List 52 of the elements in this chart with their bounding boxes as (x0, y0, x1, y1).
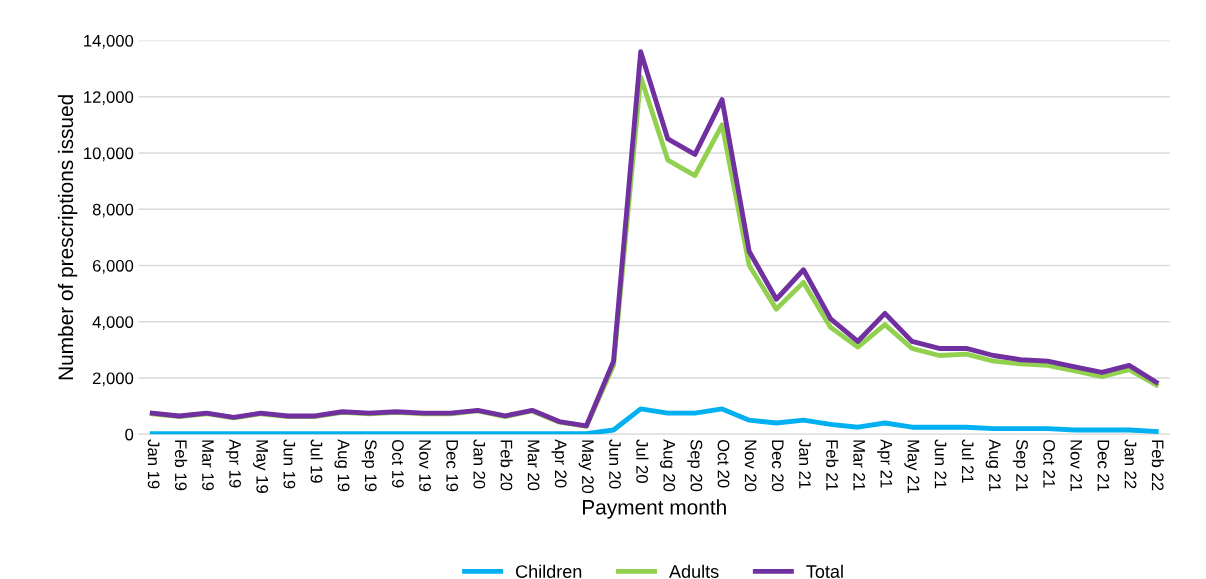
y-tick-label: 14,000 (84, 34, 134, 49)
y-tick-label: 6,000 (92, 259, 134, 274)
x-tick-label: Nov 21 (1070, 440, 1083, 492)
x-tick-label: Sep 20 (687, 439, 703, 492)
x-tick-label: Jul 20 (636, 439, 649, 483)
x-tick-label: Dec 19 (446, 440, 459, 492)
y-tick-label: 0 (125, 428, 134, 441)
x-tick-label: Jun 19 (283, 439, 296, 489)
y-tick-label: 4,000 (92, 316, 134, 330)
x-tick-label: Aug 21 (985, 439, 1001, 492)
legend-label: Total (806, 564, 843, 578)
x-tick-label: Jul 21 (961, 439, 975, 483)
x-tick-label: Feb 19 (174, 440, 188, 491)
x-tick-label: Feb 20 (500, 440, 513, 491)
y-tick-label: 2,000 (92, 372, 134, 387)
y-tick-label: 8,000 (92, 203, 134, 218)
x-tick-label: Jan 20 (473, 439, 486, 489)
x-tick-label: Apr 19 (225, 439, 241, 488)
x-tick-label: Aug 20 (660, 439, 676, 492)
x-tick-label: Oct 20 (717, 439, 730, 488)
legend-label: Adults (669, 564, 719, 578)
x-tick-label: Jan 22 (1124, 439, 1137, 489)
line-series (149, 406, 1159, 435)
x-tick-label: Oct 21 (1043, 439, 1056, 488)
x-tick-label: Aug 19 (334, 439, 350, 492)
x-tick-label: Mar 19 (202, 440, 214, 491)
x-tick-label: Apr 20 (551, 439, 567, 488)
x-tick-label: Jun 20 (609, 439, 621, 489)
x-tick-label: Nov 19 (419, 440, 431, 492)
x-tick-label: Feb 22 (1151, 440, 1165, 491)
x-tick-label: Mar 20 (527, 440, 540, 491)
y-axis-title: Number of prescriptions issued (57, 95, 78, 380)
x-tick-label: Jan 19 (147, 439, 160, 489)
x-axis-title: Payment month (583, 499, 726, 519)
x-tick-label: Dec 21 (1097, 440, 1110, 492)
y-tick-label: 12,000 (84, 91, 134, 105)
x-tick-label: Jan 21 (799, 439, 811, 489)
x-tick-label: Feb 21 (826, 440, 839, 491)
x-tick-label: Dec 20 (771, 440, 784, 492)
x-tick-label: Sep 21 (1012, 439, 1028, 492)
x-tick-label: Jul 19 (310, 439, 323, 483)
x-tick-label: Nov 20 (744, 440, 757, 492)
x-tick-label: Apr 21 (877, 439, 893, 488)
x-tick-label: May 21 (904, 440, 920, 493)
x-tick-label: Oct 19 (392, 439, 404, 488)
x-tick-label: Mar 21 (853, 440, 866, 491)
x-tick-label: Sep 19 (361, 439, 377, 492)
legend-label: Children (516, 564, 582, 578)
x-tick-label: May 20 (578, 440, 594, 494)
y-tick-label: 10,000 (84, 147, 134, 162)
x-tick-label: Jun 21 (934, 439, 947, 489)
x-tick-label: May 19 (253, 440, 269, 493)
